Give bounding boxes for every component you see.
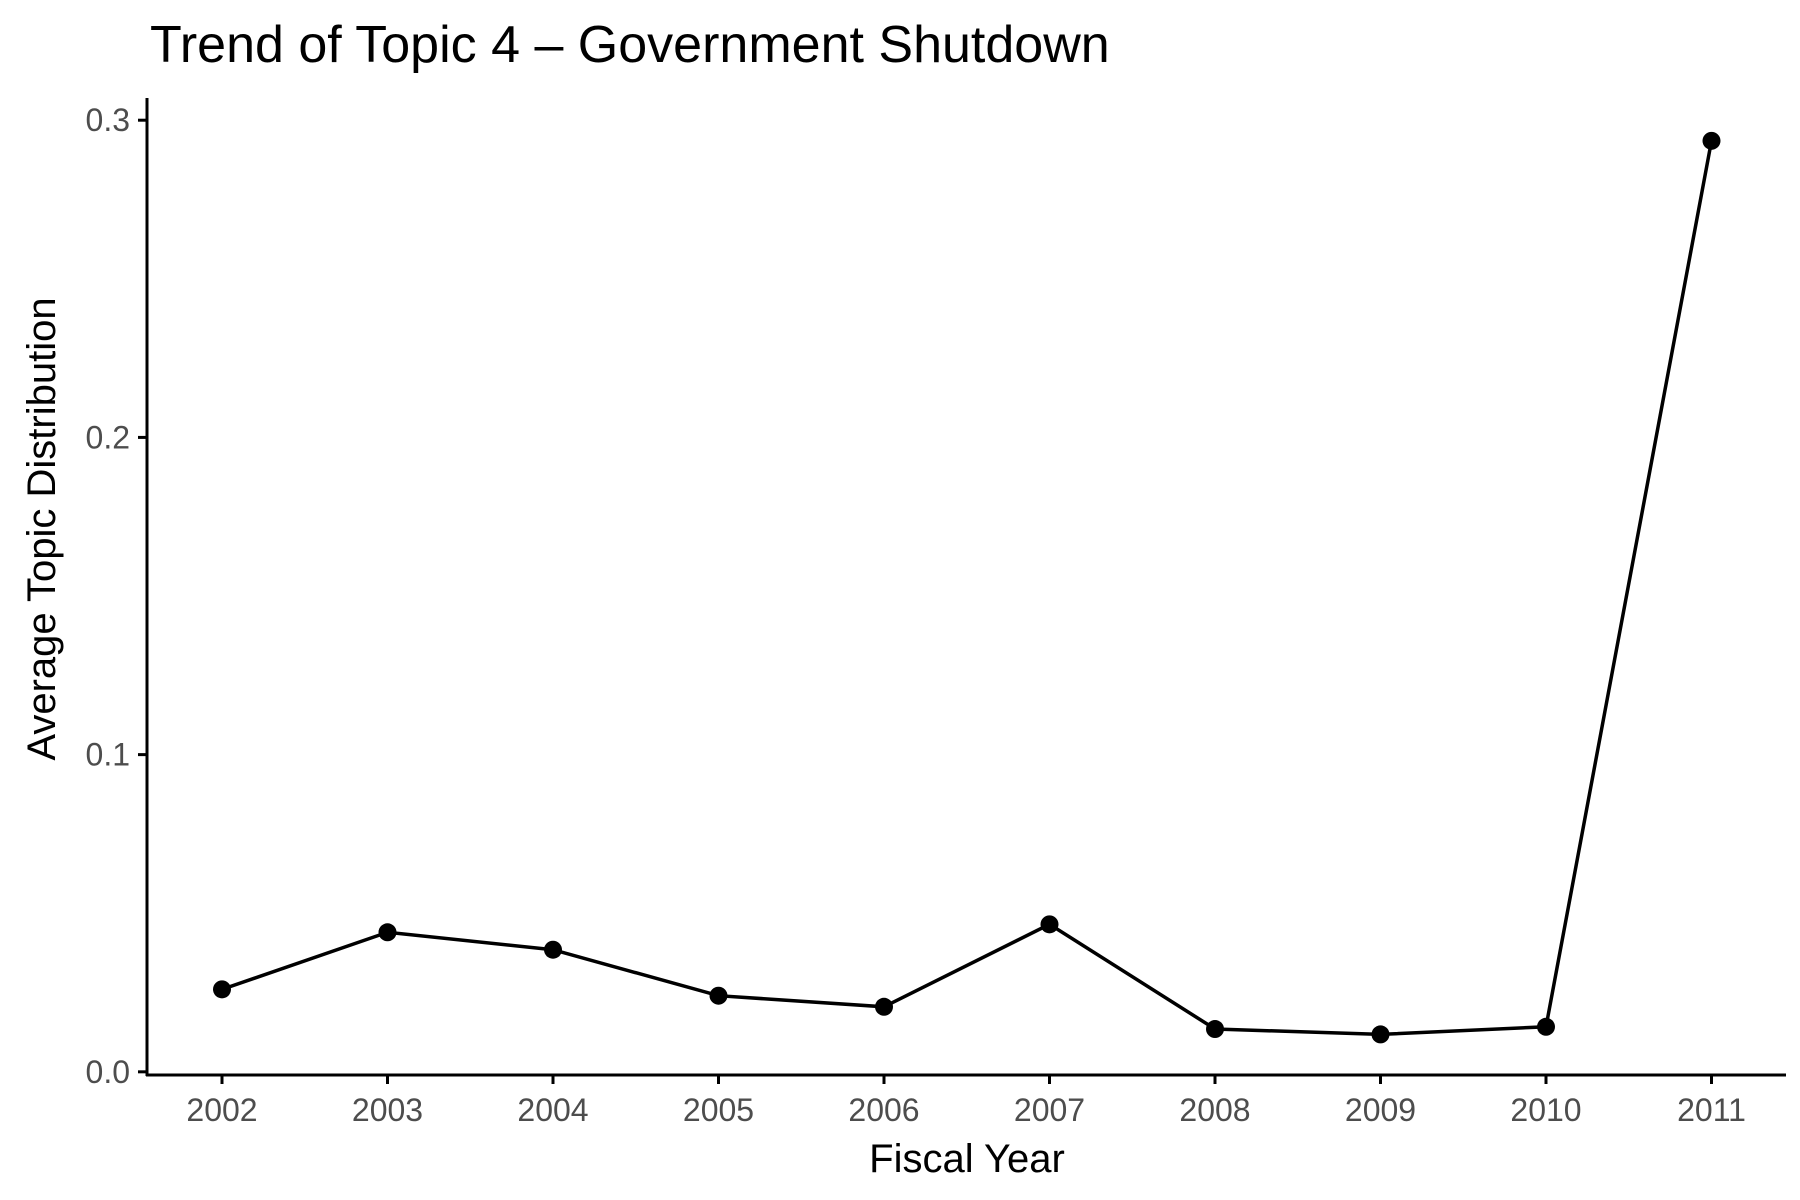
- data-point-2007: [1040, 915, 1059, 934]
- chart-title: Trend of Topic 4 – Government Shutdown: [150, 16, 1110, 74]
- y-tick-label: 0.2: [86, 419, 130, 455]
- x-tick-label: 2009: [1345, 1092, 1416, 1128]
- data-point-2008: [1206, 1020, 1224, 1039]
- data-point-2004: [544, 940, 562, 959]
- x-axis-ticks: 2002 2003 2004 2005 2006 2007 2008 2009 2010 2011: [186, 1075, 1746, 1128]
- x-axis-title: Fiscal Year: [869, 1137, 1065, 1181]
- x-tick-label: 2002: [186, 1092, 257, 1128]
- y-tick-label: 0.1: [86, 737, 130, 773]
- y-axis-title: Average Topic Distribution: [20, 297, 64, 760]
- data-point-2002: [213, 980, 231, 999]
- x-tick-label: 2006: [848, 1092, 919, 1128]
- data-points: [213, 131, 1721, 1044]
- y-tick-label: 0.0: [86, 1054, 130, 1090]
- x-tick-label: 2004: [517, 1092, 588, 1128]
- data-point-2011: [1702, 131, 1721, 150]
- x-tick-label: 2005: [683, 1092, 754, 1128]
- data-point-2010: [1537, 1017, 1555, 1036]
- x-tick-label: 2008: [1179, 1092, 1250, 1128]
- series-line: [221, 140, 1714, 1037]
- data-point-2006: [875, 997, 893, 1016]
- x-tick-label: 2007: [1014, 1092, 1085, 1128]
- x-tick-label: 2010: [1510, 1092, 1581, 1128]
- data-point-2003: [378, 923, 397, 942]
- y-axis-ticks: 0.0 0.1 0.2 0.3: [86, 102, 147, 1090]
- x-tick-label: 2003: [352, 1092, 423, 1128]
- x-tick-label: 2011: [1677, 1092, 1746, 1128]
- y-tick-label: 0.3: [86, 102, 130, 138]
- data-point-2009: [1371, 1025, 1390, 1044]
- data-point-2005: [709, 986, 728, 1005]
